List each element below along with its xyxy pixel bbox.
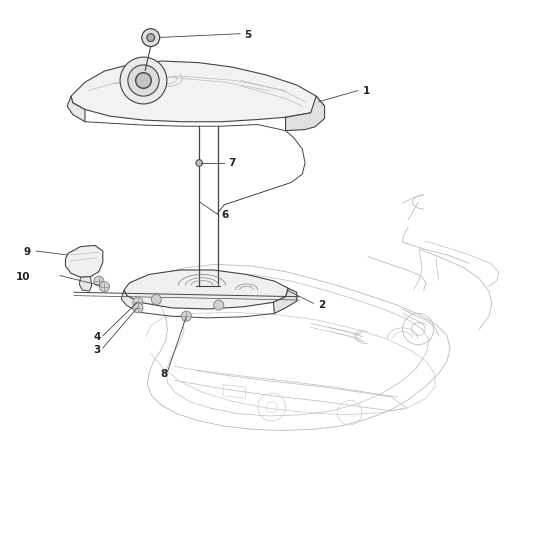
Circle shape — [94, 276, 104, 286]
Text: 4: 4 — [94, 332, 101, 342]
Polygon shape — [286, 96, 325, 130]
Circle shape — [136, 73, 151, 88]
Text: 6: 6 — [222, 211, 228, 221]
Polygon shape — [80, 277, 92, 291]
Text: 9: 9 — [24, 247, 31, 257]
Text: 1: 1 — [362, 86, 370, 96]
Circle shape — [100, 282, 110, 292]
Circle shape — [133, 303, 143, 313]
Circle shape — [196, 160, 203, 166]
Text: 8: 8 — [161, 368, 168, 379]
Polygon shape — [124, 270, 288, 309]
Circle shape — [181, 311, 192, 321]
Circle shape — [151, 295, 161, 305]
Text: 10: 10 — [15, 272, 30, 282]
Text: 3: 3 — [94, 345, 101, 355]
Circle shape — [133, 297, 143, 307]
Polygon shape — [66, 245, 103, 277]
Circle shape — [120, 57, 167, 104]
Polygon shape — [121, 290, 139, 312]
Text: 7: 7 — [228, 158, 236, 168]
Circle shape — [142, 29, 160, 46]
Circle shape — [147, 34, 155, 41]
Text: 5: 5 — [244, 30, 251, 40]
Circle shape — [214, 300, 224, 310]
Polygon shape — [67, 96, 85, 122]
Text: 2: 2 — [318, 300, 325, 310]
Polygon shape — [71, 61, 325, 122]
Circle shape — [128, 65, 159, 96]
Polygon shape — [273, 288, 297, 314]
